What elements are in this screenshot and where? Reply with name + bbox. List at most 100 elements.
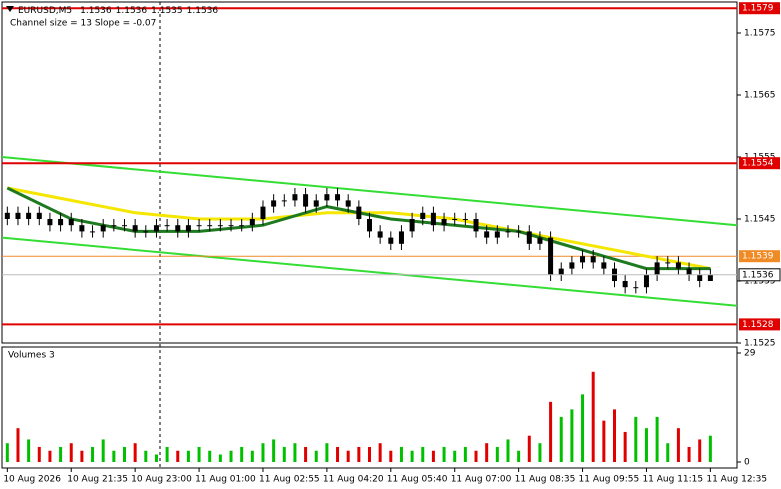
volume-bar	[240, 446, 244, 462]
candle-body	[494, 231, 500, 238]
candle-body	[260, 206, 266, 219]
ohlc-close: 1.1536	[187, 6, 219, 16]
volume-bar	[474, 450, 478, 462]
volume-bar	[357, 446, 361, 462]
candle-body	[505, 231, 511, 233]
x-tick-label: 11 Aug 01:00	[195, 475, 256, 485]
candle-body	[58, 219, 64, 226]
candle-body	[388, 237, 394, 244]
candle-body	[633, 287, 639, 289]
symbol: EURUSD,M5	[18, 6, 72, 16]
candle-body	[207, 225, 213, 227]
volume-bar	[91, 446, 95, 462]
volume-bar	[314, 450, 318, 462]
candle-body	[643, 274, 649, 288]
volume-bar	[623, 431, 627, 462]
candle-body	[452, 219, 458, 220]
candle-body	[675, 262, 681, 269]
volume-bar	[644, 428, 648, 462]
volume-bar	[676, 428, 680, 462]
volume-bar	[101, 439, 105, 462]
candle-body	[601, 262, 607, 269]
ohlc-open: 1.1536	[80, 6, 112, 16]
x-tick-label: 10 Aug 2026	[3, 475, 61, 485]
candle-body	[217, 225, 223, 227]
volume-bar	[37, 446, 41, 462]
volume-bar	[165, 446, 169, 462]
price-panel	[1, 1, 738, 344]
candle-body	[622, 281, 628, 288]
x-tick-label: 11 Aug 04:20	[323, 475, 384, 485]
candle-body	[430, 212, 436, 226]
volume-bar	[112, 450, 116, 462]
volume-bar	[549, 401, 553, 462]
volume-bar	[282, 446, 286, 462]
y-tick-label: 1.1525	[744, 339, 776, 349]
volume-bar	[389, 450, 393, 462]
volume-bar	[186, 450, 190, 462]
marks	[1, 7, 738, 462]
candle-body	[473, 219, 479, 232]
volume-bar	[634, 416, 638, 462]
volume-bar	[517, 450, 521, 462]
candle-body	[79, 225, 85, 232]
volume-bar	[123, 446, 126, 462]
channel-line	[1, 156, 738, 227]
volume-bar	[144, 450, 148, 462]
candle-body	[526, 231, 532, 244]
y-tick-label: 1.1565	[744, 91, 776, 101]
volume-bar	[431, 450, 435, 462]
candle-body	[335, 194, 341, 201]
volume-bar	[304, 446, 308, 462]
volume-bar	[559, 416, 563, 462]
volume-bar	[506, 439, 510, 462]
candle-body	[665, 262, 671, 264]
level-label: 1.1579	[742, 4, 774, 14]
candle-body	[196, 225, 202, 227]
volume-title: Volumes 3	[8, 351, 55, 361]
volume-bar	[570, 409, 574, 462]
candle-body	[100, 225, 106, 232]
volume-bar	[69, 443, 73, 462]
volume-bar	[655, 416, 659, 462]
level-label: 1.1528	[742, 320, 774, 330]
volume-bar	[442, 446, 446, 462]
candle-body	[654, 262, 660, 275]
candle-body	[303, 194, 309, 207]
level-label: 1.1539	[742, 252, 774, 262]
x-tick-label: 11 Aug 07:00	[451, 475, 512, 485]
candle-body	[697, 274, 703, 281]
y-tick-label: 1.1535	[744, 277, 776, 287]
candle-body	[569, 262, 575, 269]
candle-body	[324, 194, 330, 201]
candle-body	[377, 231, 383, 238]
candle-body	[4, 212, 10, 219]
volume-bar	[708, 435, 712, 462]
candle-body	[175, 225, 181, 232]
ohlc-low: 1.1535	[151, 6, 183, 16]
candle-body	[516, 231, 522, 233]
volume-bar	[666, 443, 670, 462]
candle-body	[345, 200, 351, 207]
volume-bar	[325, 443, 329, 462]
candle-body	[367, 219, 372, 232]
volume-bar	[336, 446, 340, 462]
candle-body	[47, 219, 53, 226]
candle-body	[441, 219, 447, 226]
volume-bar	[602, 420, 606, 462]
volume-bar	[208, 450, 212, 462]
candle-body	[548, 237, 554, 275]
candle-body	[68, 219, 74, 226]
candle-body	[164, 225, 170, 227]
level-label-box	[739, 2, 780, 15]
volume-bar	[80, 450, 84, 462]
volume-tick-label: 0	[744, 458, 750, 468]
volume-bar	[421, 446, 425, 462]
candle-body	[484, 231, 490, 238]
volume-bar	[229, 450, 233, 462]
volume-bar	[495, 446, 499, 462]
volume-bar	[293, 443, 297, 462]
volume-bar	[368, 446, 371, 462]
level-label-box	[739, 250, 780, 263]
